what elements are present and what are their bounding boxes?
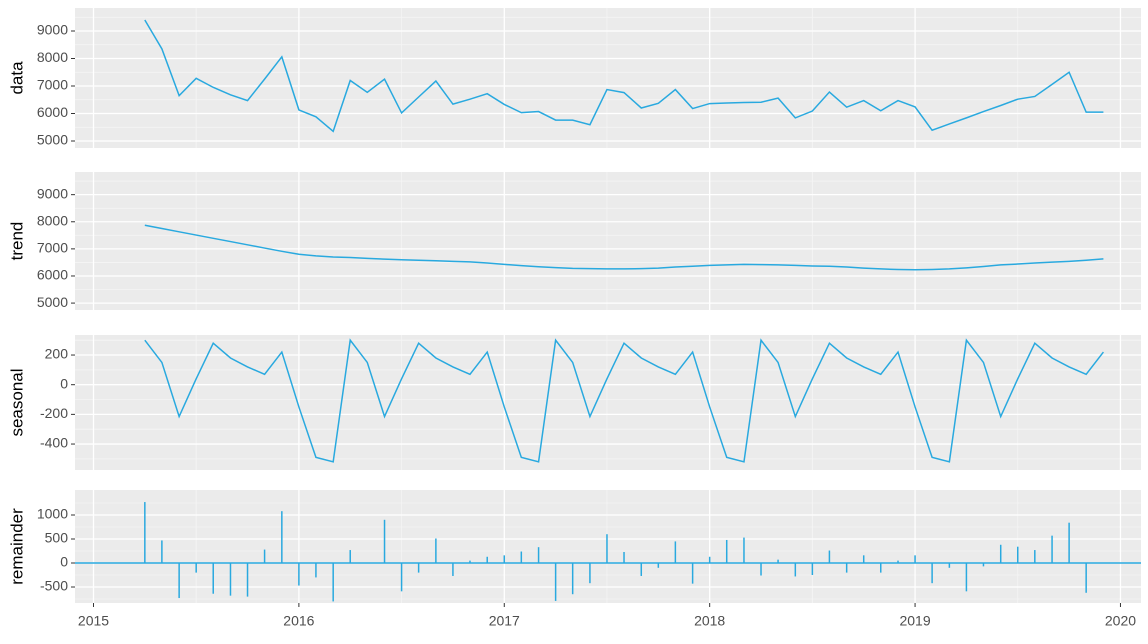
y-tick-label: 9000 (37, 185, 68, 201)
y-tick-label: 500 (45, 530, 69, 546)
y-tick-label: 5000 (37, 294, 68, 310)
y-tick-label: -400 (40, 435, 68, 451)
x-tick-label: 2016 (283, 613, 314, 629)
y-tick-label: 7000 (37, 240, 68, 256)
series-line (144, 338, 1105, 463)
y-tick-label: 7000 (37, 77, 68, 93)
x-tick-label: 2020 (1105, 613, 1136, 629)
y-tick-label: 0 (60, 554, 68, 570)
y-tick-label: 8000 (37, 49, 68, 65)
panel-background (75, 490, 1141, 603)
y-tick-label: 8000 (37, 212, 68, 228)
y-tick-label: 200 (45, 346, 69, 362)
y-tick-label: 6000 (37, 267, 68, 283)
y-tick-label: 6000 (37, 104, 68, 120)
y-axis-title: remainder (7, 508, 26, 585)
y-tick-label: -200 (40, 405, 68, 421)
series-line (144, 224, 1104, 271)
y-tick-label: -500 (40, 578, 68, 594)
series-line (144, 19, 1104, 133)
y-axis-title: data (7, 61, 26, 95)
x-tick-label: 2017 (489, 613, 520, 629)
x-tick-label: 2015 (78, 613, 109, 629)
y-tick-label: 0 (60, 375, 68, 391)
y-tick-label: 1000 (37, 506, 68, 522)
x-tick-label: 2019 (899, 613, 930, 629)
y-axis-title: trend (7, 222, 26, 261)
y-tick-label: 9000 (37, 22, 68, 38)
y-axis-title: seasonal (7, 368, 26, 436)
x-tick-label: 2018 (694, 613, 725, 629)
y-tick-label: 5000 (37, 132, 68, 148)
